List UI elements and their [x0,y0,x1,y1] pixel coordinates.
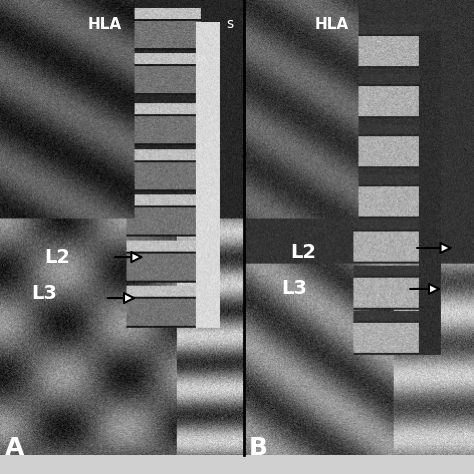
Text: L3: L3 [32,284,58,303]
Text: L2: L2 [44,247,70,266]
Text: HLA: HLA [87,17,121,32]
Text: HLA: HLA [315,17,349,32]
Text: L3: L3 [281,280,307,299]
Text: A: A [5,436,24,460]
Text: s: s [226,17,234,31]
Text: B: B [249,436,268,460]
Text: L2: L2 [290,243,316,262]
